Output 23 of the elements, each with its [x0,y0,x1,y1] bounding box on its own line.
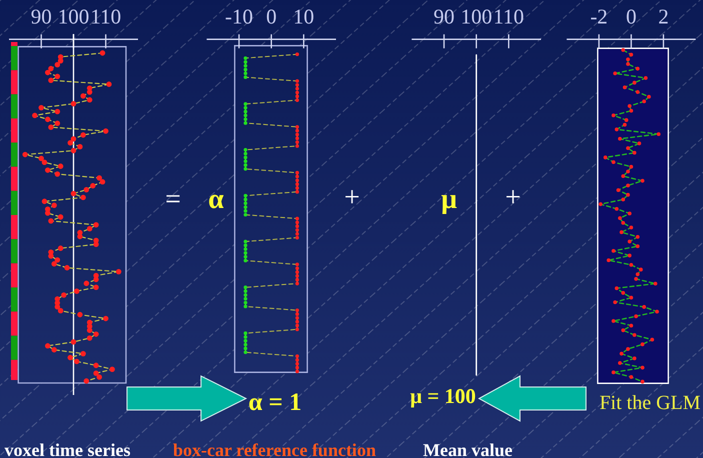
text: Mean value [423,440,512,458]
x-tick-label: 10 [293,4,314,28]
x-tick-label: 110 [493,4,524,28]
x-tick-label: 2 [658,4,669,28]
text: α = 1 [248,389,302,416]
x-tick-label: 110 [90,4,122,28]
text: box-car reference function [173,440,376,458]
x-tick-label: 0 [626,4,636,28]
text: = [165,184,181,215]
text: voxel time series [4,440,130,458]
annotation: μ = 100 [410,384,476,408]
annotation: α [208,184,224,215]
x-tick-label: -10 [225,4,254,28]
x-tick-label: 0 [266,4,277,28]
x-tick-label: -2 [590,4,608,28]
x-tick-label: 90 [30,4,52,28]
x-tick-label: 90 [434,4,455,28]
text: + [344,182,360,213]
x-tick-label: 100 [460,4,492,28]
x-tick-label: 100 [58,4,90,28]
text: Fit the GLM [599,392,701,414]
annotation: μ [441,184,458,215]
annotation: + [505,182,521,213]
